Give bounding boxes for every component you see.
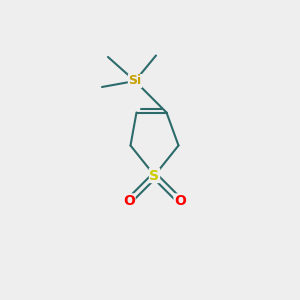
Text: S: S <box>149 169 160 182</box>
Text: O: O <box>174 194 186 208</box>
Text: O: O <box>123 194 135 208</box>
Text: Si: Si <box>128 74 142 88</box>
